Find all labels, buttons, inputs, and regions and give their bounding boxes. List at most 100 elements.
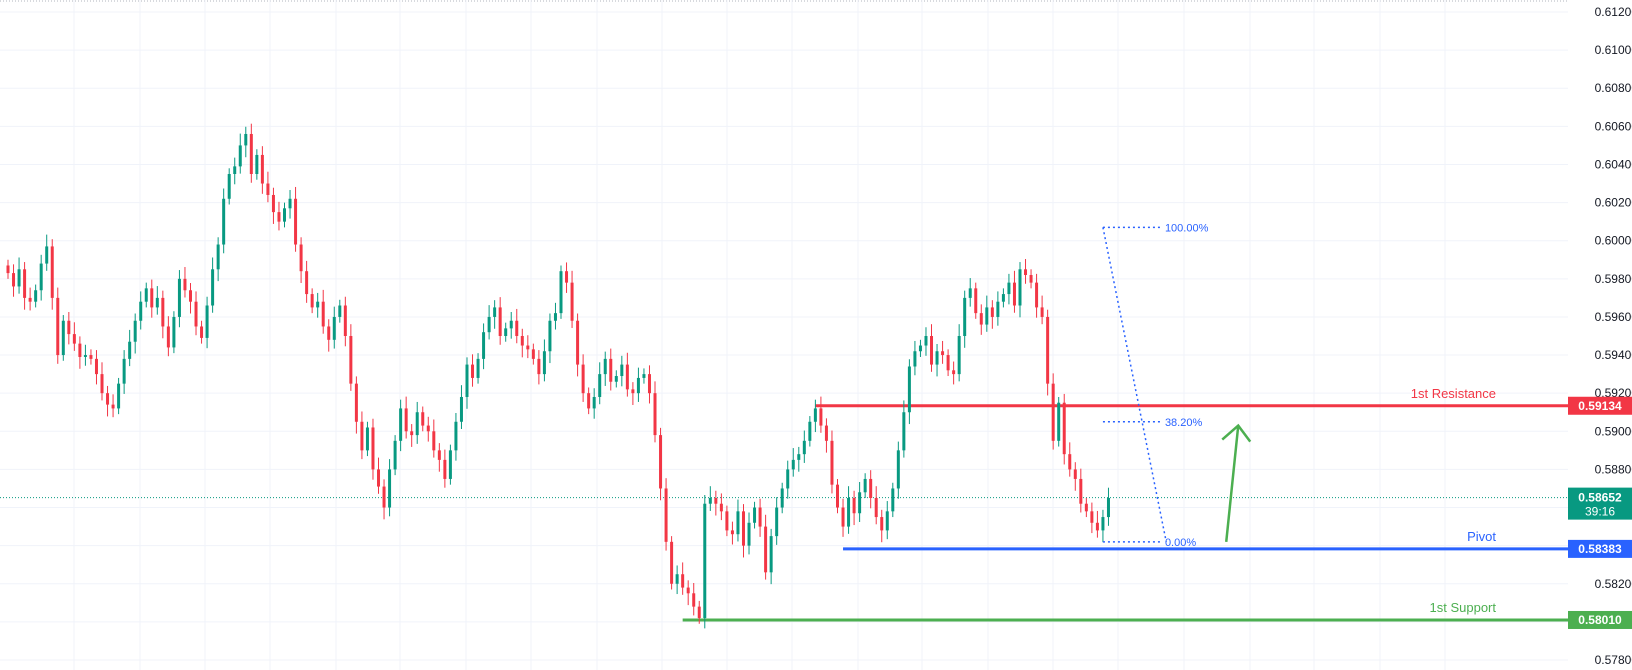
candle-body: [316, 301, 320, 308]
candle-body: [1106, 498, 1110, 518]
candle: [592, 388, 596, 419]
candle: [1101, 509, 1105, 543]
candle: [205, 296, 209, 349]
candle: [94, 350, 98, 385]
candle: [858, 481, 862, 523]
candle-body: [39, 263, 43, 291]
candle-body: [454, 421, 458, 451]
candle-body: [614, 376, 618, 382]
candle: [736, 499, 740, 542]
candle-body: [100, 374, 104, 394]
candle-body: [56, 297, 60, 356]
countdown-text: 39:16: [1585, 505, 1615, 519]
candle: [266, 171, 270, 203]
candle: [194, 291, 198, 336]
candle: [45, 234, 49, 271]
candle-body: [155, 297, 159, 308]
candle-body: [1084, 503, 1088, 512]
candle: [675, 565, 679, 595]
candle-body: [150, 288, 154, 308]
candle: [50, 239, 54, 310]
candle: [1029, 269, 1033, 289]
candle-body: [670, 541, 674, 584]
projection-arrow: [1221, 423, 1252, 542]
candle: [89, 349, 93, 365]
candle-body: [620, 364, 624, 377]
candle-body: [957, 336, 961, 375]
candle: [150, 279, 154, 318]
candle-body: [172, 316, 176, 348]
candle: [271, 187, 275, 224]
candle-body: [211, 269, 215, 306]
grid: [0, 0, 1568, 670]
candle: [985, 295, 989, 332]
candle-body: [830, 440, 834, 485]
candle-body: [50, 246, 54, 298]
candle-body: [907, 366, 911, 413]
candle-body: [1079, 478, 1083, 504]
candle-body: [963, 297, 967, 336]
candle: [1040, 295, 1044, 325]
candle: [327, 319, 331, 352]
candle-body: [200, 326, 204, 338]
candle: [902, 400, 906, 458]
candle-body: [161, 297, 165, 327]
candle-body: [299, 244, 303, 272]
candle-body: [476, 358, 480, 378]
candle-body: [421, 412, 425, 426]
level-badge-bg: [1568, 539, 1632, 558]
candle-body: [227, 174, 231, 199]
candle-body: [133, 320, 137, 342]
candle-body: [415, 412, 419, 436]
candle: [1035, 273, 1039, 318]
candle: [559, 265, 563, 319]
candle-body: [819, 408, 823, 426]
candles: [6, 123, 1110, 629]
candle-body: [902, 412, 906, 451]
candle: [802, 430, 806, 463]
candle: [824, 418, 828, 453]
candle: [415, 401, 419, 444]
candle: [1024, 259, 1028, 284]
candle: [758, 498, 762, 537]
candle-body: [238, 145, 242, 167]
candle-body: [758, 507, 762, 527]
candle: [703, 494, 707, 629]
candle: [631, 382, 635, 405]
candle: [1057, 396, 1061, 447]
candle: [753, 501, 757, 529]
candle: [719, 493, 723, 521]
candle: [83, 344, 87, 366]
candle-body: [874, 498, 878, 518]
candle: [664, 478, 668, 551]
candle-body: [697, 606, 701, 619]
candle: [233, 157, 237, 185]
fib-trend-line: [1102, 227, 1167, 542]
candle-body: [797, 454, 801, 460]
candle: [1073, 462, 1077, 491]
candle: [476, 353, 480, 384]
candle: [172, 311, 176, 354]
candle-body: [548, 320, 552, 352]
candle-body: [576, 320, 580, 365]
candle-body: [1051, 383, 1055, 441]
candle-body: [349, 336, 353, 384]
candle: [990, 300, 994, 329]
candle-body: [89, 355, 93, 359]
level-badge-text: 0.58010: [1578, 613, 1622, 627]
candle-body: [885, 511, 889, 531]
candle-body: [542, 351, 546, 375]
candle: [1018, 262, 1022, 318]
candle-body: [603, 358, 607, 375]
candle-body: [1024, 269, 1028, 276]
candle-body: [918, 345, 922, 352]
candle: [924, 327, 928, 356]
candle: [620, 355, 624, 387]
candle-body: [985, 307, 989, 325]
candle-body: [924, 336, 928, 346]
level-name-label: 1st Support: [1430, 600, 1497, 615]
